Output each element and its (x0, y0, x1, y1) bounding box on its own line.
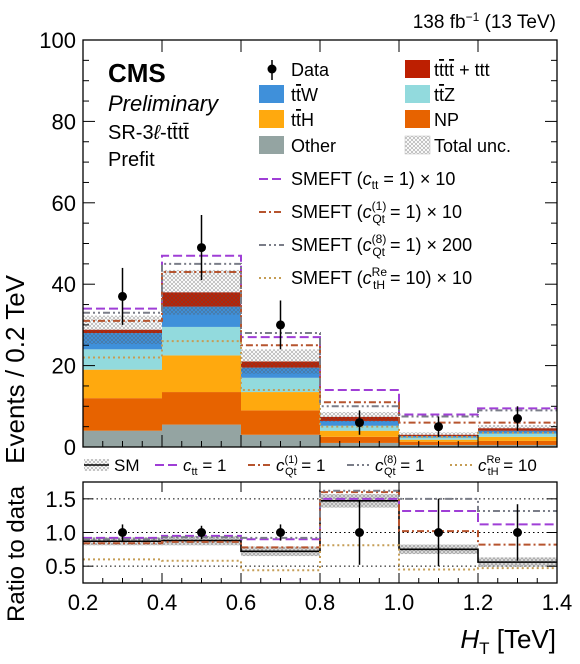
svg-text:NP: NP (434, 110, 459, 130)
data-point-5 (513, 414, 522, 424)
ratio-data-point-0 (118, 528, 127, 537)
ratio-y-axis-title: Ratio to data (3, 485, 30, 622)
ratio-plot (83, 489, 557, 572)
ratio-data-point-4 (434, 528, 443, 537)
ratio-legend-cth: cRe tH = 10 (450, 454, 537, 478)
bar-np-1 (162, 392, 241, 425)
y-tick-label-5: 100 (39, 28, 76, 53)
ratio-smeft-line-1 (83, 491, 557, 549)
legend-entry-ttz: ttZ (405, 85, 455, 105)
x-tick-label-5: 1.2 (463, 590, 494, 615)
svg-text:tttt + ttt: tttt + ttt (434, 60, 490, 80)
bar-np-2 (241, 410, 320, 435)
svg-text:SM: SM (114, 456, 140, 475)
legend-entry-tth: ttH (259, 110, 314, 130)
bar-t-th-1 (162, 355, 241, 393)
y-tick-label-0: 0 (64, 435, 76, 460)
legend-entry-ttw: ttW (259, 85, 318, 105)
legend-entry-total-unc: Total unc. (404, 135, 511, 156)
y-tick-label-2: 40 (52, 272, 76, 297)
svg-text:Total unc.: Total unc. (434, 136, 511, 156)
bar-t-tz-2 (241, 377, 320, 393)
y-tick-label-1: 20 (52, 354, 76, 379)
ratio-legend-cqt8: c(8) Qt = 1 (347, 454, 424, 478)
lumi-label: 138 fb−1 (13 TeV) (413, 10, 556, 33)
legend-entry-np: NP (405, 110, 459, 130)
legend-entry-other: Other (259, 136, 336, 156)
y-axis-title: Events / 0.2 TeV (0, 274, 30, 464)
region-label: SR-3ℓ-tt̄tt̄ (108, 122, 189, 144)
ratio-y-tick-label-2: 1.5 (45, 487, 76, 512)
bar-np-3 (320, 436, 399, 443)
legend-entry-smeft-cqt8: SMEFT (c(8) Qt = 1) × 200 (259, 232, 472, 259)
data-point-2 (276, 320, 285, 330)
bar-t-th-5 (478, 436, 557, 441)
svg-text:ttH: ttH (291, 110, 314, 130)
x-tick-label-4: 1.0 (384, 590, 415, 615)
stage-label: Prefit (108, 149, 155, 171)
ratio-legend-sm: SM (84, 456, 140, 475)
bar-t-tz-5 (478, 433, 557, 437)
y-tick-label-3: 60 (52, 191, 76, 216)
x-tick-label-1: 0.4 (147, 590, 178, 615)
ratio-data-point-1 (197, 528, 206, 537)
legend-entry-data: Data (267, 60, 330, 80)
bar-np-0 (83, 398, 162, 431)
experiment-label: CMS (108, 58, 166, 88)
unc-band-2 (241, 349, 320, 374)
ratio-data-point-5 (513, 528, 522, 537)
bar-t-th-4 (399, 439, 478, 442)
data-point-0 (118, 291, 127, 301)
x-tick-label-2: 0.6 (226, 590, 257, 615)
ratio-data-point-3 (355, 528, 364, 537)
ratio-legend: SM ctt = 1 c(1) Qt = 1 c(8) Qt = 1 cRe tH =… (84, 454, 537, 478)
svg-text:Data: Data (291, 60, 330, 80)
svg-text:c(1)Qt = 1: c(1) Qt = 1 (276, 454, 325, 478)
y-tick-label-4: 80 (52, 109, 76, 134)
x-tick-label-6: 1.4 (542, 590, 573, 615)
x-tick-label-0: 0.2 (68, 590, 99, 615)
legend-entry-smeft-cqt1: SMEFT (c(1) Qt = 1) × 10 (259, 199, 462, 226)
data-point-1 (197, 243, 206, 253)
ratio-legend-cqt1: c(1) Qt = 1 (248, 454, 325, 478)
bar-t-tz-1 (162, 326, 241, 356)
legend: Data tttt + ttt ttW ttZ ttH NP Other To (259, 60, 511, 292)
ratio-data-point-2 (276, 528, 285, 537)
svg-text:SMEFT (c(1)Qt = 1) × 10: SMEFT (c(1) Qt = 1) × 10 (291, 199, 462, 226)
preliminary-label: Preliminary (108, 91, 220, 116)
ratio-legend-ctt: ctt = 1 (155, 456, 226, 478)
ratio-smeft-line-3 (83, 544, 557, 572)
svg-text:ctt = 1: ctt = 1 (183, 456, 226, 478)
ratio-y-tick-label-1: 1.0 (45, 521, 76, 546)
svg-text:SMEFT (ctt = 1) × 10: SMEFT (ctt = 1) × 10 (291, 169, 455, 192)
smeft-line-2 (83, 262, 557, 418)
bar-t-tz-0 (83, 349, 162, 370)
bar-t-th-0 (83, 369, 162, 399)
svg-text:ttZ: ttZ (434, 85, 455, 105)
ratio-y-tick-label-0: 0.5 (45, 554, 76, 579)
svg-text:Other: Other (291, 136, 336, 156)
bar-t-tz-4 (399, 437, 478, 440)
x-axis-title: HT [TeV] (460, 624, 556, 658)
data-point-3 (355, 418, 364, 428)
svg-text:SMEFT (c(8)Qt = 1) × 200: SMEFT (c(8) Qt = 1) × 200 (291, 232, 472, 259)
svg-text:ttW: ttW (291, 85, 318, 105)
svg-text:c(8)Qt = 1: c(8) Qt = 1 (375, 454, 424, 478)
x-tick-label-3: 0.8 (305, 590, 336, 615)
bar-t-th-2 (241, 392, 320, 411)
data-point-4 (434, 422, 443, 432)
legend-entry-smeft-ctt: SMEFT (ctt = 1) × 10 (259, 169, 455, 192)
legend-entry-tttt: tttt + ttt (405, 60, 490, 80)
legend-entry-smeft-cth: SMEFT (cRe tH = 10) × 10 (259, 265, 472, 292)
ratio-smeft-line-2 (83, 489, 557, 541)
